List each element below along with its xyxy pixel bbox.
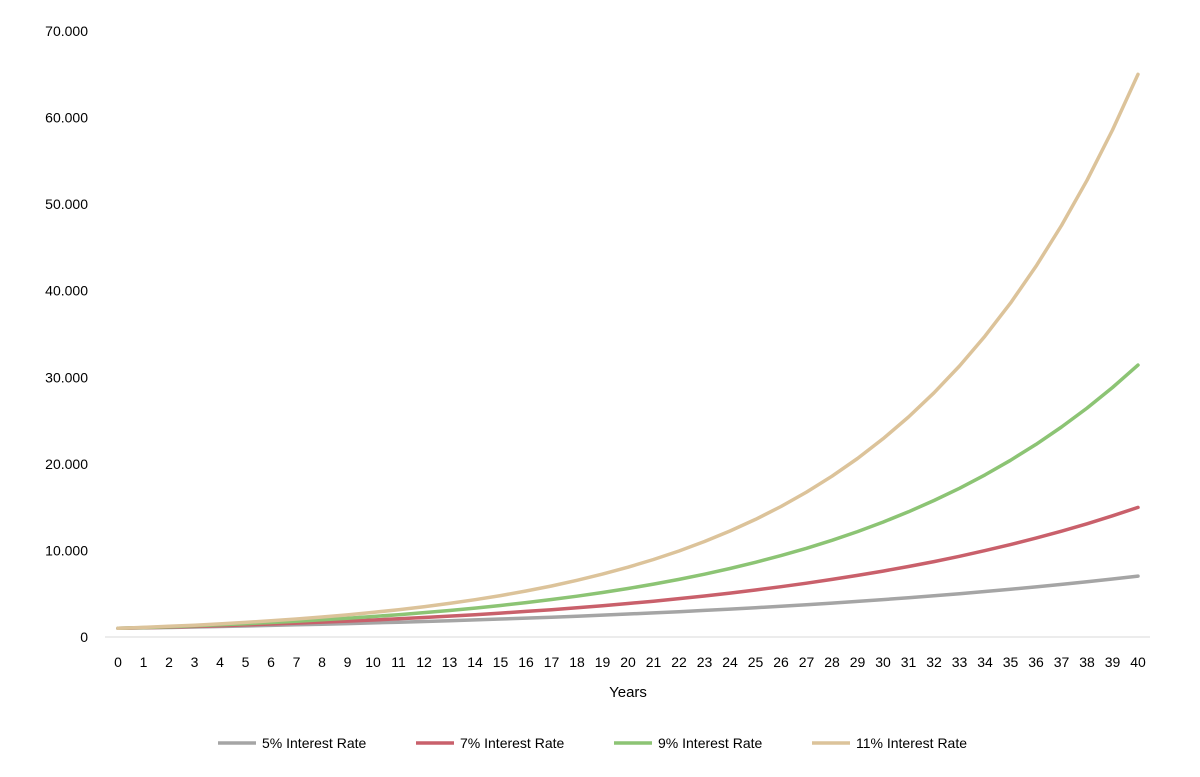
legend-label: 11% Interest Rate bbox=[856, 735, 967, 751]
x-tick-label: 27 bbox=[799, 654, 815, 670]
x-tick-label: 38 bbox=[1079, 654, 1095, 670]
x-tick-label: 4 bbox=[216, 654, 224, 670]
x-tick-label: 6 bbox=[267, 654, 275, 670]
x-tick-label: 24 bbox=[722, 654, 738, 670]
x-tick-label: 26 bbox=[773, 654, 789, 670]
x-tick-label: 13 bbox=[442, 654, 458, 670]
x-tick-label: 39 bbox=[1105, 654, 1121, 670]
x-tick-label: 40 bbox=[1130, 654, 1146, 670]
series-line-3 bbox=[116, 363, 1140, 631]
x-tick-label: 37 bbox=[1054, 654, 1070, 670]
x-tick-label: 1 bbox=[140, 654, 148, 670]
x-tick-label: 8 bbox=[318, 654, 326, 670]
series-lines bbox=[116, 72, 1140, 631]
legend-item: 11% Interest Rate bbox=[812, 735, 967, 751]
x-tick-label: 29 bbox=[850, 654, 866, 670]
legend-item: 7% Interest Rate bbox=[416, 735, 564, 751]
legend: 5% Interest Rate 7% Interest Rate 9% Inter… bbox=[218, 735, 967, 751]
x-tick-label: 32 bbox=[926, 654, 942, 670]
x-tick-label: 33 bbox=[952, 654, 968, 670]
legend-label: 7% Interest Rate bbox=[460, 735, 564, 751]
legend-label: 9% Interest Rate bbox=[658, 735, 762, 751]
legend-item: 5% Interest Rate bbox=[218, 735, 366, 751]
legend-item: 9% Interest Rate bbox=[614, 735, 762, 751]
x-tick-label: 5 bbox=[242, 654, 250, 670]
x-tick-label: 21 bbox=[646, 654, 662, 670]
x-tick-label: 22 bbox=[671, 654, 687, 670]
y-tick-label: 20.000 bbox=[45, 456, 88, 472]
y-tick-label: 0 bbox=[80, 629, 88, 645]
y-tick-label: 60.000 bbox=[45, 110, 88, 126]
legend-label: 5% Interest Rate bbox=[262, 735, 366, 751]
x-tick-label: 35 bbox=[1003, 654, 1019, 670]
y-tick-label: 40.000 bbox=[45, 283, 88, 299]
x-tick-label: 12 bbox=[416, 654, 432, 670]
x-tick-label: 20 bbox=[620, 654, 636, 670]
x-tick-label: 2 bbox=[165, 654, 173, 670]
x-tick-label: 36 bbox=[1028, 654, 1044, 670]
y-tick-label: 50.000 bbox=[45, 196, 88, 212]
y-tick-label: 30.000 bbox=[45, 369, 88, 385]
series-line-2 bbox=[116, 505, 1140, 631]
y-tick-label: 70.000 bbox=[45, 23, 88, 39]
x-tick-label: 34 bbox=[977, 654, 993, 670]
x-tick-label: 23 bbox=[697, 654, 713, 670]
x-tick-label: 15 bbox=[493, 654, 509, 670]
y-tick-label: 10.000 bbox=[45, 542, 88, 558]
x-axis-title: Years bbox=[609, 684, 647, 701]
x-tick-label: 19 bbox=[595, 654, 611, 670]
x-tick-label: 31 bbox=[901, 654, 917, 670]
x-tick-label: 7 bbox=[293, 654, 301, 670]
x-tick-label: 30 bbox=[875, 654, 891, 670]
x-tick-label: 3 bbox=[191, 654, 199, 670]
x-tick-label: 25 bbox=[748, 654, 764, 670]
x-tick-label: 18 bbox=[569, 654, 585, 670]
y-axis-tick-labels: 0 10.000 20.000 30.000 40.000 50.000 60.000 70.… bbox=[45, 23, 88, 645]
series-line-4 bbox=[116, 72, 1140, 631]
x-tick-label: 10 bbox=[365, 654, 381, 670]
x-tick-label: 28 bbox=[824, 654, 840, 670]
x-tick-label: 9 bbox=[344, 654, 352, 670]
x-axis-tick-labels: 0 1 2 3 4 5 6 7 8 9 10 11 12 13 14 15 16 17 18 19 20 21 22 23 24… bbox=[114, 654, 1146, 670]
x-tick-label: 14 bbox=[467, 654, 483, 670]
x-tick-label: 11 bbox=[391, 654, 406, 670]
x-tick-label: 0 bbox=[114, 654, 122, 670]
x-tick-label: 17 bbox=[544, 654, 560, 670]
x-tick-label: 16 bbox=[518, 654, 534, 670]
